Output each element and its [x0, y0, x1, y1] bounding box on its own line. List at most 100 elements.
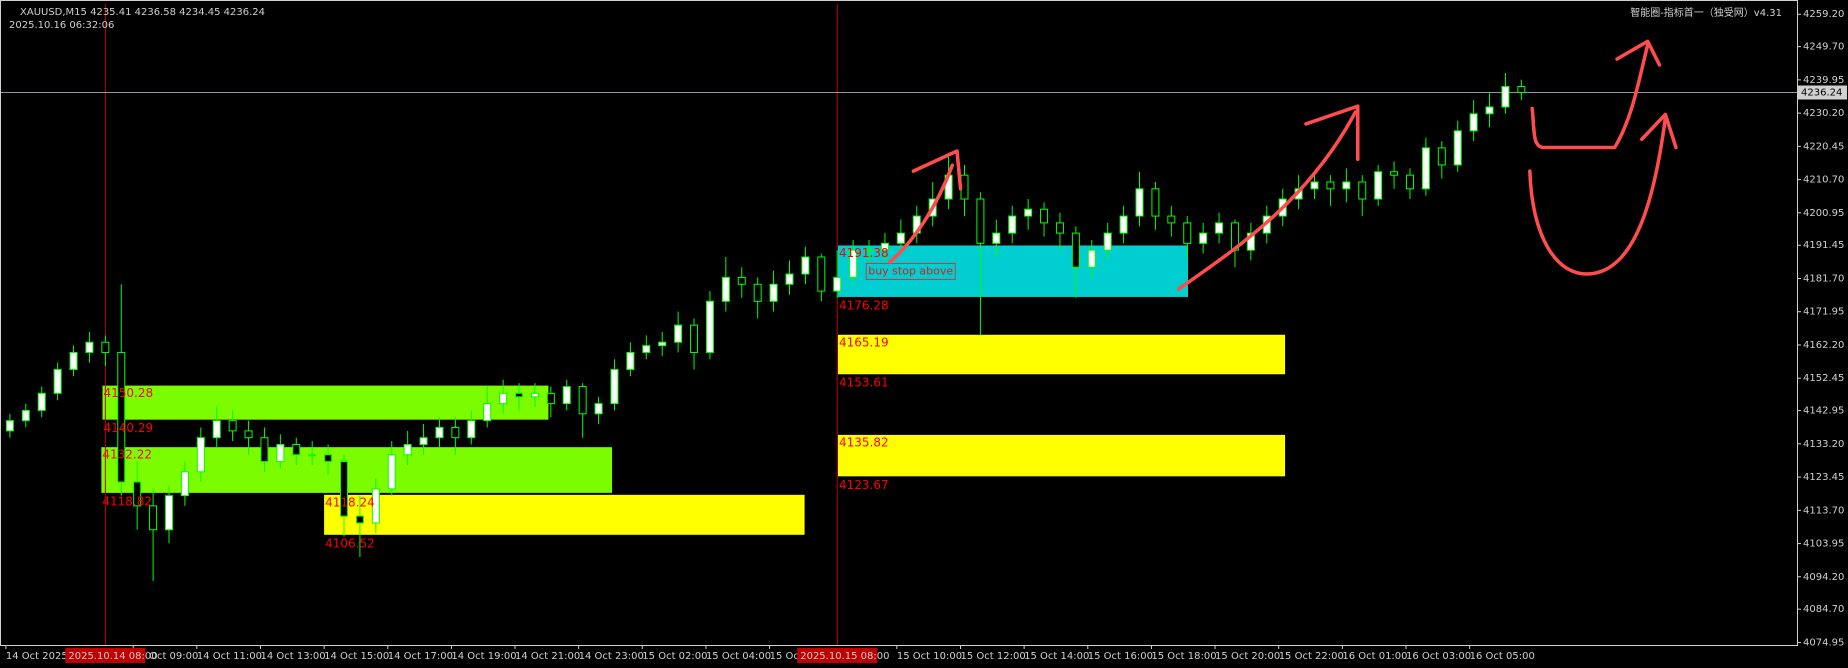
y-tick-label: 4074.95 — [1803, 637, 1844, 648]
candle-body — [212, 420, 221, 439]
candle-body — [1008, 215, 1017, 234]
candle-body — [1358, 181, 1367, 200]
zone-top-label: 4132.22 — [102, 448, 152, 462]
y-tick-label: 4113.70 — [1803, 505, 1844, 516]
candle-body — [69, 351, 78, 371]
x-tick-label: 15 Oct 10:00 — [897, 651, 962, 662]
candle-body — [1405, 174, 1414, 190]
candle-body — [594, 403, 603, 415]
candle-body — [1087, 249, 1096, 268]
candle-body — [690, 324, 699, 353]
candle-body — [992, 232, 1001, 244]
arrow-head — [1640, 112, 1678, 150]
candle-body — [117, 351, 126, 483]
y-tick-label: 4220.45 — [1803, 141, 1844, 152]
candle-body — [133, 481, 142, 507]
zone — [102, 385, 549, 420]
marker-label: 2025.10.14 08:00 — [68, 651, 157, 662]
candle-body — [467, 420, 476, 439]
candle-body — [1246, 232, 1255, 251]
y-tick-label: 4133.20 — [1803, 439, 1844, 450]
chart-subtitle: 2025.10.16 06:32:06 — [9, 20, 114, 31]
x-tick-label: 16 Oct 05:00 — [1470, 651, 1535, 662]
candle-body — [721, 276, 730, 302]
candle-body — [165, 495, 173, 531]
zone-bottom-label: 4118.82 — [102, 494, 152, 508]
candle-body — [387, 454, 396, 490]
candle-body — [1119, 215, 1128, 234]
candle-body — [705, 300, 714, 353]
x-tick-label: 15 Oct 04:00 — [706, 651, 771, 662]
y-tick-label: 4094.20 — [1803, 572, 1844, 583]
candle-body — [515, 392, 524, 398]
y-tick-label: 4249.70 — [1803, 42, 1844, 53]
x-tick-label: 14 Oct 19:00 — [451, 651, 516, 662]
candle-body — [85, 341, 94, 353]
zone — [837, 434, 1286, 477]
y-tick-label: 4191.45 — [1803, 240, 1844, 251]
zone — [101, 447, 613, 493]
candle-body — [244, 430, 253, 439]
x-tick-label: 14 Oct 2025 — [6, 651, 68, 662]
candle-body — [976, 198, 985, 244]
candle-body — [1151, 188, 1160, 217]
x-tick-label: 14 Oct 23:00 — [579, 651, 644, 662]
arrow — [1176, 110, 1358, 291]
candle-body — [324, 454, 333, 463]
zone-bottom-label: 4153.61 — [839, 376, 889, 390]
candle-body — [1071, 232, 1080, 268]
hand-drawn-arrows — [888, 39, 1678, 291]
candle-body — [642, 345, 651, 353]
candle-body — [260, 437, 269, 463]
candle-body — [228, 420, 237, 432]
zone-top-label: 4191.38 — [839, 246, 889, 260]
arrow-head — [1615, 39, 1662, 67]
y-tick-label: 4123.45 — [1803, 472, 1844, 483]
candle-body — [21, 409, 30, 422]
candle-body — [753, 283, 762, 302]
y-tick-label: 4259.20 — [1803, 9, 1844, 20]
candle-body — [101, 341, 110, 353]
y-tick-label: 4084.70 — [1803, 604, 1844, 615]
arrow — [1530, 43, 1650, 150]
indicator-label: 智能圈-指标首一（独受网）v4.31 — [1630, 6, 1782, 19]
candle-body — [865, 249, 874, 252]
candle-body — [435, 426, 444, 439]
candle-body — [180, 471, 189, 497]
annotation-box — [865, 262, 956, 280]
candle-body — [308, 454, 317, 457]
candle-body — [371, 488, 380, 524]
x-tick-label: 15 Oct 20:00 — [1215, 651, 1280, 662]
candle-body — [1342, 181, 1351, 190]
candle-body — [1135, 188, 1144, 217]
candle-body — [1485, 106, 1494, 115]
candle-body — [833, 276, 842, 292]
candle-body — [849, 249, 858, 278]
candle-body — [578, 386, 587, 415]
candle-body — [1040, 208, 1049, 224]
zone-top-label: 4150.28 — [103, 386, 153, 400]
x-tick-label: 15 Oct 18:00 — [1151, 651, 1216, 662]
y-tick-label: 4171.95 — [1803, 307, 1844, 318]
candle-body — [769, 283, 778, 302]
x-tick-label: 14 Oct 17:00 — [388, 651, 453, 662]
candle-body — [1215, 222, 1224, 234]
zone-bottom-label: 4140.29 — [103, 421, 153, 435]
candle-body — [499, 392, 508, 405]
x-tick-label: 15 Oct 14:00 — [1024, 651, 1089, 662]
candle-body — [1326, 181, 1335, 190]
x-tick-label: 15 Oct 12:00 — [961, 651, 1026, 662]
candle-body — [1437, 147, 1446, 166]
candle-body — [276, 444, 285, 463]
candle-body — [1183, 222, 1192, 244]
candle-body — [1055, 222, 1064, 234]
candle-body — [149, 505, 158, 531]
candle-body — [1024, 208, 1033, 217]
x-tick-label: 14 Oct 11:00 — [197, 651, 262, 662]
zone-top-label: 4135.82 — [839, 435, 889, 449]
candle-body — [292, 444, 301, 456]
candle-body — [5, 420, 14, 432]
y-tick-label: 4239.95 — [1803, 75, 1844, 86]
